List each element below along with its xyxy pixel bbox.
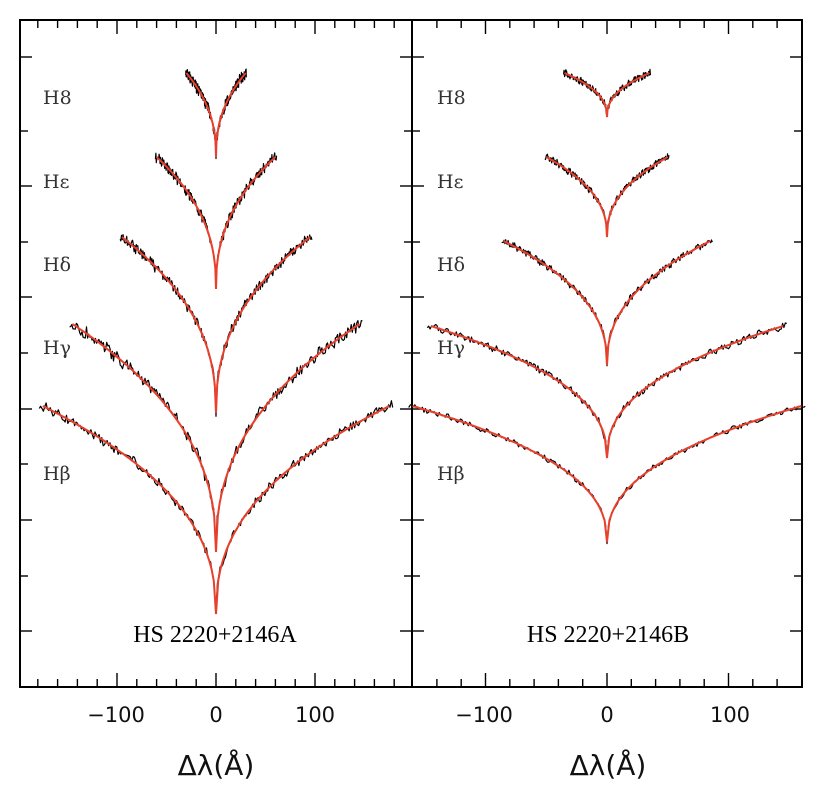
panel-a-xtick-label: −100 [87, 703, 145, 727]
panel-b-hdelta-observed [501, 239, 713, 367]
panel-a: H8 Hε Hδ Hγ Hβ HS 2220+2146A −100 0 100 … [19, 19, 413, 782]
panel-a-lines [38, 68, 394, 615]
panel-b-label-hbeta: Hβ [437, 463, 465, 485]
panel-b-xtick-label: −100 [455, 703, 513, 727]
panel-b-xlabel: Δλ(Å) [570, 748, 647, 782]
panel-a-title: HS 2220+2146A [133, 622, 297, 648]
panel-a-label-hepsilon: Hε [43, 171, 69, 193]
panel-a-label-hbeta: Hβ [43, 463, 71, 485]
panel-a-h8-model [185, 72, 247, 158]
panel-a-label-h8: H8 [43, 87, 72, 109]
panel-b-h8-model [564, 72, 650, 118]
panel-b-hbeta-model [412, 405, 802, 543]
panel-b-hbeta-observed [408, 403, 806, 545]
panel-a-ticks [20, 20, 412, 687]
panel-b-hepsilon-observed [544, 153, 670, 235]
panel-b-xtick-label: 0 [600, 703, 613, 727]
panel-a-xlabel: Δλ(Å) [178, 748, 255, 782]
panel-b-ticks [412, 20, 802, 687]
panel-a-hbeta-observed [38, 400, 394, 611]
panel-a-hgamma-model [71, 323, 361, 553]
panel-a-frame [19, 19, 413, 688]
panel-b: H8 Hε Hδ Hγ Hβ HS 2220+2146B −100 0 100 … [408, 19, 806, 782]
panel-b-label-h8: H8 [437, 87, 466, 109]
panel-a-label-hgamma: Hγ [43, 337, 71, 359]
panel-a-hepsilon-model [155, 156, 277, 290]
panel-b-label-hepsilon: Hε [437, 171, 463, 193]
panel-b-hdelta-model [503, 240, 711, 366]
panel-b-label-hdelta: Hδ [437, 254, 465, 276]
panel-b-xtick-label: 100 [710, 703, 750, 727]
panel-a-xtick-label: 100 [295, 703, 335, 727]
panel-b-lines [408, 68, 806, 545]
panel-a-hbeta-model [42, 405, 390, 615]
panel-a-xtick-label: 0 [209, 703, 222, 727]
panel-a-label-hdelta: Hδ [43, 254, 71, 276]
panel-b-hgamma-model [430, 325, 784, 459]
panel-b-title: HS 2220+2146B [527, 622, 689, 648]
panel-a-hdelta-model [121, 236, 311, 414]
panel-b-label-hgamma: Hγ [437, 337, 465, 359]
panel-b-hepsilon-model [545, 156, 669, 238]
